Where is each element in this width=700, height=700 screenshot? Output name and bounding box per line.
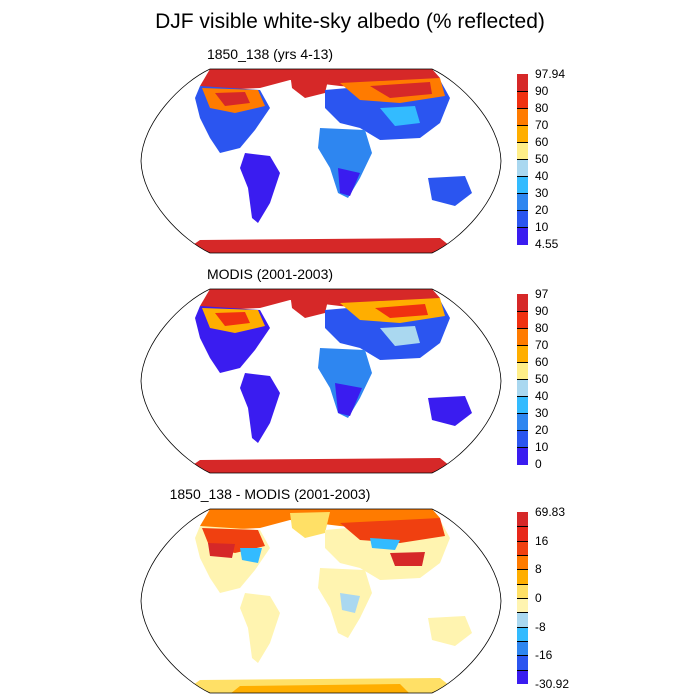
panel-1-map [140, 68, 502, 254]
panel-3-title: 1850_138 - MODIS (2001-2003) [169, 486, 371, 502]
colorbar-label: 69.83 [535, 505, 566, 519]
colorbar-swatch [517, 193, 528, 211]
colorbar-swatch [517, 569, 528, 585]
colorbar-swatch [517, 612, 528, 628]
greenland-ice [290, 512, 330, 538]
colorbar-label: 50 [535, 152, 549, 166]
colorbar-label: 4.55 [535, 237, 559, 251]
colorbar-label: 80 [535, 321, 549, 335]
colorbar-swatch [517, 294, 528, 312]
colorbar-label: 0 [535, 457, 542, 471]
colorbar-label: 90 [535, 304, 549, 318]
colorbar-swatch [517, 598, 528, 613]
colorbar-swatch [517, 379, 528, 397]
panel-3-map [140, 508, 502, 694]
africa-land [318, 348, 372, 418]
colorbar-swatch [517, 142, 528, 160]
colorbar-swatch [517, 108, 528, 126]
australia-land [428, 176, 472, 206]
colorbar-label: 70 [535, 118, 549, 132]
colorbar-swatch [517, 210, 528, 228]
colorbar-swatch [517, 583, 528, 599]
colorbar-label: 0 [535, 591, 542, 605]
colorbar-swatch [517, 430, 528, 448]
colorbar-swatch [517, 311, 528, 329]
colorbar-label: 80 [535, 101, 549, 115]
colorbar-swatch [517, 362, 528, 380]
colorbar-label: 20 [535, 423, 549, 437]
colorbar-swatch [517, 540, 528, 556]
figure-title: DJF visible white-sky albedo (% reflecte… [155, 10, 545, 33]
colorbar-label: 10 [535, 440, 549, 454]
colorbar-swatch [517, 396, 528, 414]
panel-1-title: 1850_138 (yrs 4-13) [206, 46, 334, 62]
colorbar-label: 70 [535, 338, 549, 352]
colorbar-label: -8 [535, 619, 546, 634]
africa-land [318, 128, 372, 198]
colorbar-swatch [517, 512, 528, 527]
colorbar-label: 16 [535, 533, 549, 548]
colorbar-swatch [517, 74, 528, 92]
colorbar-swatch [517, 447, 528, 465]
colorbar-swatch [517, 91, 528, 109]
colorbar-label: 90 [535, 84, 549, 98]
colorbar-swatch [517, 626, 528, 642]
south-america-land [240, 593, 280, 663]
australia-land [428, 616, 472, 646]
colorbar-swatch [517, 555, 528, 570]
colorbar-swatch [517, 641, 528, 656]
south-america-land [240, 153, 280, 223]
colorbar-label: 20 [535, 203, 549, 217]
colorbar-swatch [517, 176, 528, 194]
antarctica-ice [180, 458, 460, 473]
colorbar-swatch [517, 159, 528, 177]
colorbar-label: 30 [535, 406, 549, 420]
colorbar-label: 8 [535, 562, 542, 577]
colorbar-swatch [517, 413, 528, 431]
colorbar-label: 97.94 [535, 67, 566, 81]
colorbar-label: 40 [535, 389, 549, 403]
greenland-ice [290, 292, 330, 318]
colorbar-label: -30.92 [535, 677, 570, 691]
colorbar-swatch [517, 655, 528, 671]
colorbar-swatch [517, 125, 528, 143]
colorbar-swatch [517, 345, 528, 363]
colorbar-label: 60 [535, 135, 549, 149]
colorbar-swatch [517, 328, 528, 346]
colorbar-label: 40 [535, 169, 549, 183]
colorbar-label: -16 [535, 648, 553, 663]
colorbar-swatch [517, 669, 528, 685]
panel-2-title: MODIS (2001-2003) [206, 266, 334, 282]
panel-2-map [140, 288, 502, 474]
colorbar-label: 60 [535, 355, 549, 369]
colorbar-label: 97 [535, 287, 549, 301]
antarctica-ice [180, 238, 460, 253]
colorbar-label: 30 [535, 186, 549, 200]
south-america-land [240, 373, 280, 443]
australia-land [428, 396, 472, 426]
colorbar-swatch [517, 526, 528, 542]
colorbar-label: 10 [535, 220, 549, 234]
colorbar-label: 50 [535, 372, 549, 386]
colorbar-swatch [517, 227, 528, 245]
greenland-ice [290, 72, 330, 98]
